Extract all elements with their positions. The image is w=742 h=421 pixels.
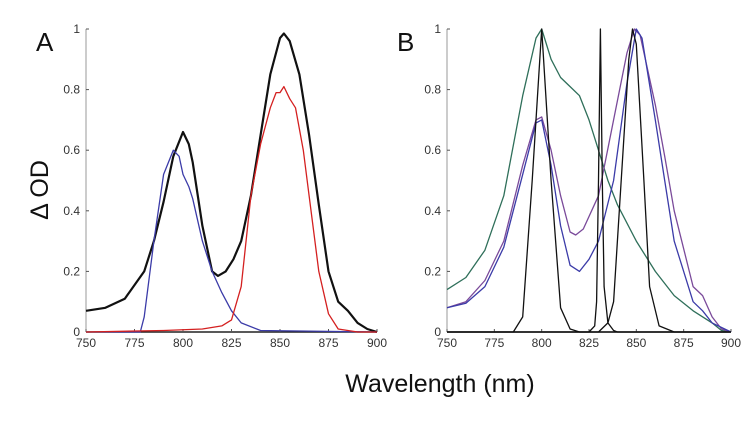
y-tick-label: 1: [434, 22, 441, 36]
y-tick-label: 0.6: [424, 143, 441, 157]
series-line-3: [85, 85, 377, 333]
y-axis-label: Δ OD: [26, 160, 54, 220]
y-tick-label: 0.8: [63, 83, 80, 97]
x-tick-label: 800: [532, 336, 552, 350]
series-line-2: [86, 149, 378, 333]
x-tick-label: 750: [76, 336, 96, 350]
x-tick-label: 875: [674, 336, 694, 350]
y-tick-label: 0.4: [63, 204, 80, 218]
x-axis-label: Wavelength (nm): [345, 370, 534, 398]
panel-label: B: [397, 27, 414, 57]
y-tick-label: 0.4: [424, 204, 441, 218]
series-line-3: [446, 28, 732, 333]
x-tick-label: 775: [124, 336, 144, 350]
series-line-4: [447, 28, 731, 333]
x-tick-label: 900: [721, 336, 741, 350]
series-line-1: [85, 32, 378, 334]
y-tick-label: 1: [73, 22, 80, 36]
x-tick-label: 850: [626, 336, 646, 350]
panel-b: B 750 775 800 825 850 875 900 0 0.2 0.4 0.6 0.8 1: [397, 22, 741, 350]
x-tick-label: 900: [367, 336, 387, 350]
y-tick-label: 0.6: [63, 143, 80, 157]
panel-a: A 750 775 800 825 850 875 900 0 0.2 0.4 0.6 0.8 1: [36, 22, 387, 350]
x-tick-label: 850: [270, 336, 290, 350]
x-tick-label: 775: [484, 336, 504, 350]
x-tick-label: 800: [173, 336, 193, 350]
y-tick-label: 0: [73, 325, 80, 339]
y-tick-label: 0.2: [424, 264, 441, 278]
x-tick-label: 750: [437, 336, 457, 350]
x-tick-label: 825: [579, 336, 599, 350]
x-tick-label: 875: [318, 336, 338, 350]
series-line-1: [446, 28, 732, 333]
series-line-5: [447, 28, 731, 333]
y-tick-label: 0.2: [63, 264, 80, 278]
y-tick-label: 0: [434, 325, 441, 339]
y-tick-label: 0.8: [424, 83, 441, 97]
series-line-6: [447, 28, 731, 333]
x-tick-label: 825: [221, 336, 241, 350]
panel-label: A: [36, 27, 54, 57]
